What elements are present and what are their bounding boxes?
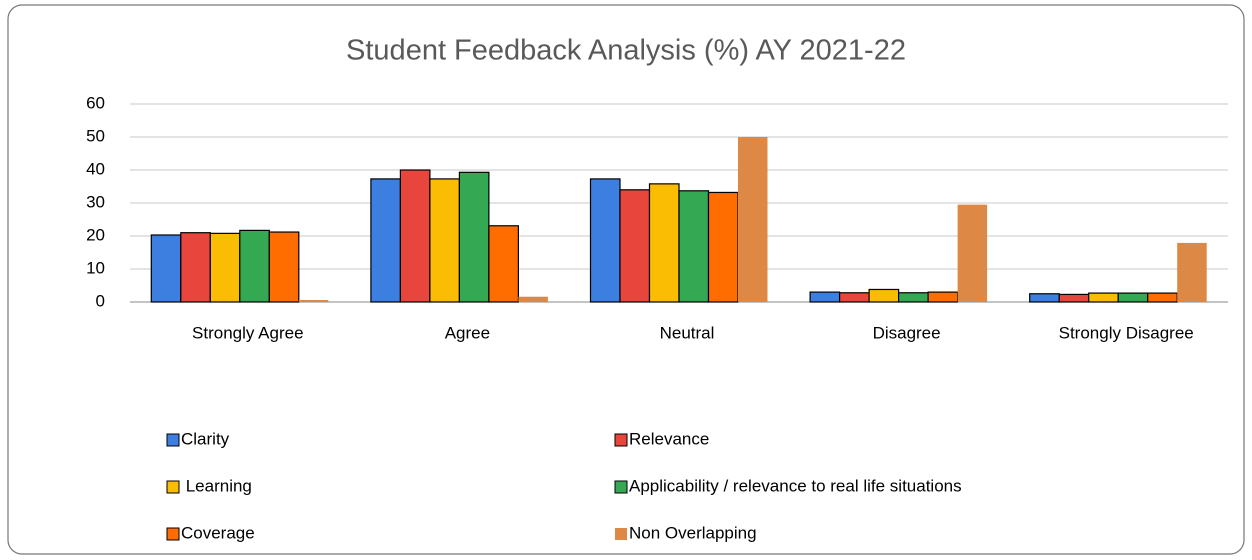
bar (429, 178, 460, 303)
bar (648, 183, 680, 303)
y-tick-label: 50 (86, 126, 105, 145)
legend-swatch (614, 480, 628, 494)
y-tick-label: 0 (96, 291, 105, 310)
bar (707, 191, 739, 303)
bar (1147, 292, 1178, 303)
bar (1029, 293, 1060, 303)
bar (1177, 242, 1207, 302)
y-tick-label: 20 (86, 225, 105, 244)
bar (868, 288, 900, 303)
bar (927, 291, 959, 303)
legend-swatch (615, 528, 627, 540)
legend-swatch (614, 433, 628, 447)
legend-label: Coverage (181, 523, 255, 542)
y-tick-label: 60 (86, 93, 105, 112)
legend-swatch (166, 433, 180, 447)
legend-label: Non Overlapping (629, 523, 757, 542)
bar (268, 231, 300, 303)
x-tick-label: Strongly Agree (192, 323, 304, 342)
legend-label: Relevance (629, 429, 709, 448)
bar (458, 171, 490, 303)
bar (838, 292, 870, 303)
bar (370, 178, 401, 303)
bar (957, 204, 988, 302)
bar (589, 178, 621, 303)
y-tick-label: 30 (86, 192, 105, 211)
legend-swatch (166, 480, 180, 494)
y-tick-label: 10 (86, 258, 105, 277)
x-tick-label: Strongly Disagree (1059, 323, 1194, 342)
legend-label: Learning (181, 476, 252, 495)
legend-swatch (166, 527, 180, 541)
bar (619, 189, 651, 303)
bar (518, 296, 548, 302)
bar (180, 232, 211, 303)
x-tick-label: Neutral (660, 323, 715, 342)
bar (488, 225, 519, 303)
bar (150, 234, 182, 303)
legend-label: Clarity (181, 429, 230, 448)
bar (678, 190, 710, 303)
legend-label: Applicability / relevance to real life s… (629, 476, 962, 495)
chart-title: Student Feedback Analysis (%) AY 2021-22 (346, 35, 906, 67)
bar (239, 229, 270, 303)
bar (1088, 292, 1119, 303)
bar (897, 292, 929, 303)
bar (298, 300, 329, 302)
y-tick-label: 40 (86, 159, 105, 178)
bar (1058, 293, 1090, 303)
bar (738, 137, 768, 302)
bar (399, 169, 431, 303)
bar (1117, 292, 1149, 303)
x-tick-label: Agree (445, 323, 490, 342)
x-tick-label: Disagree (873, 323, 941, 342)
bar (809, 291, 841, 303)
bar (209, 232, 241, 303)
